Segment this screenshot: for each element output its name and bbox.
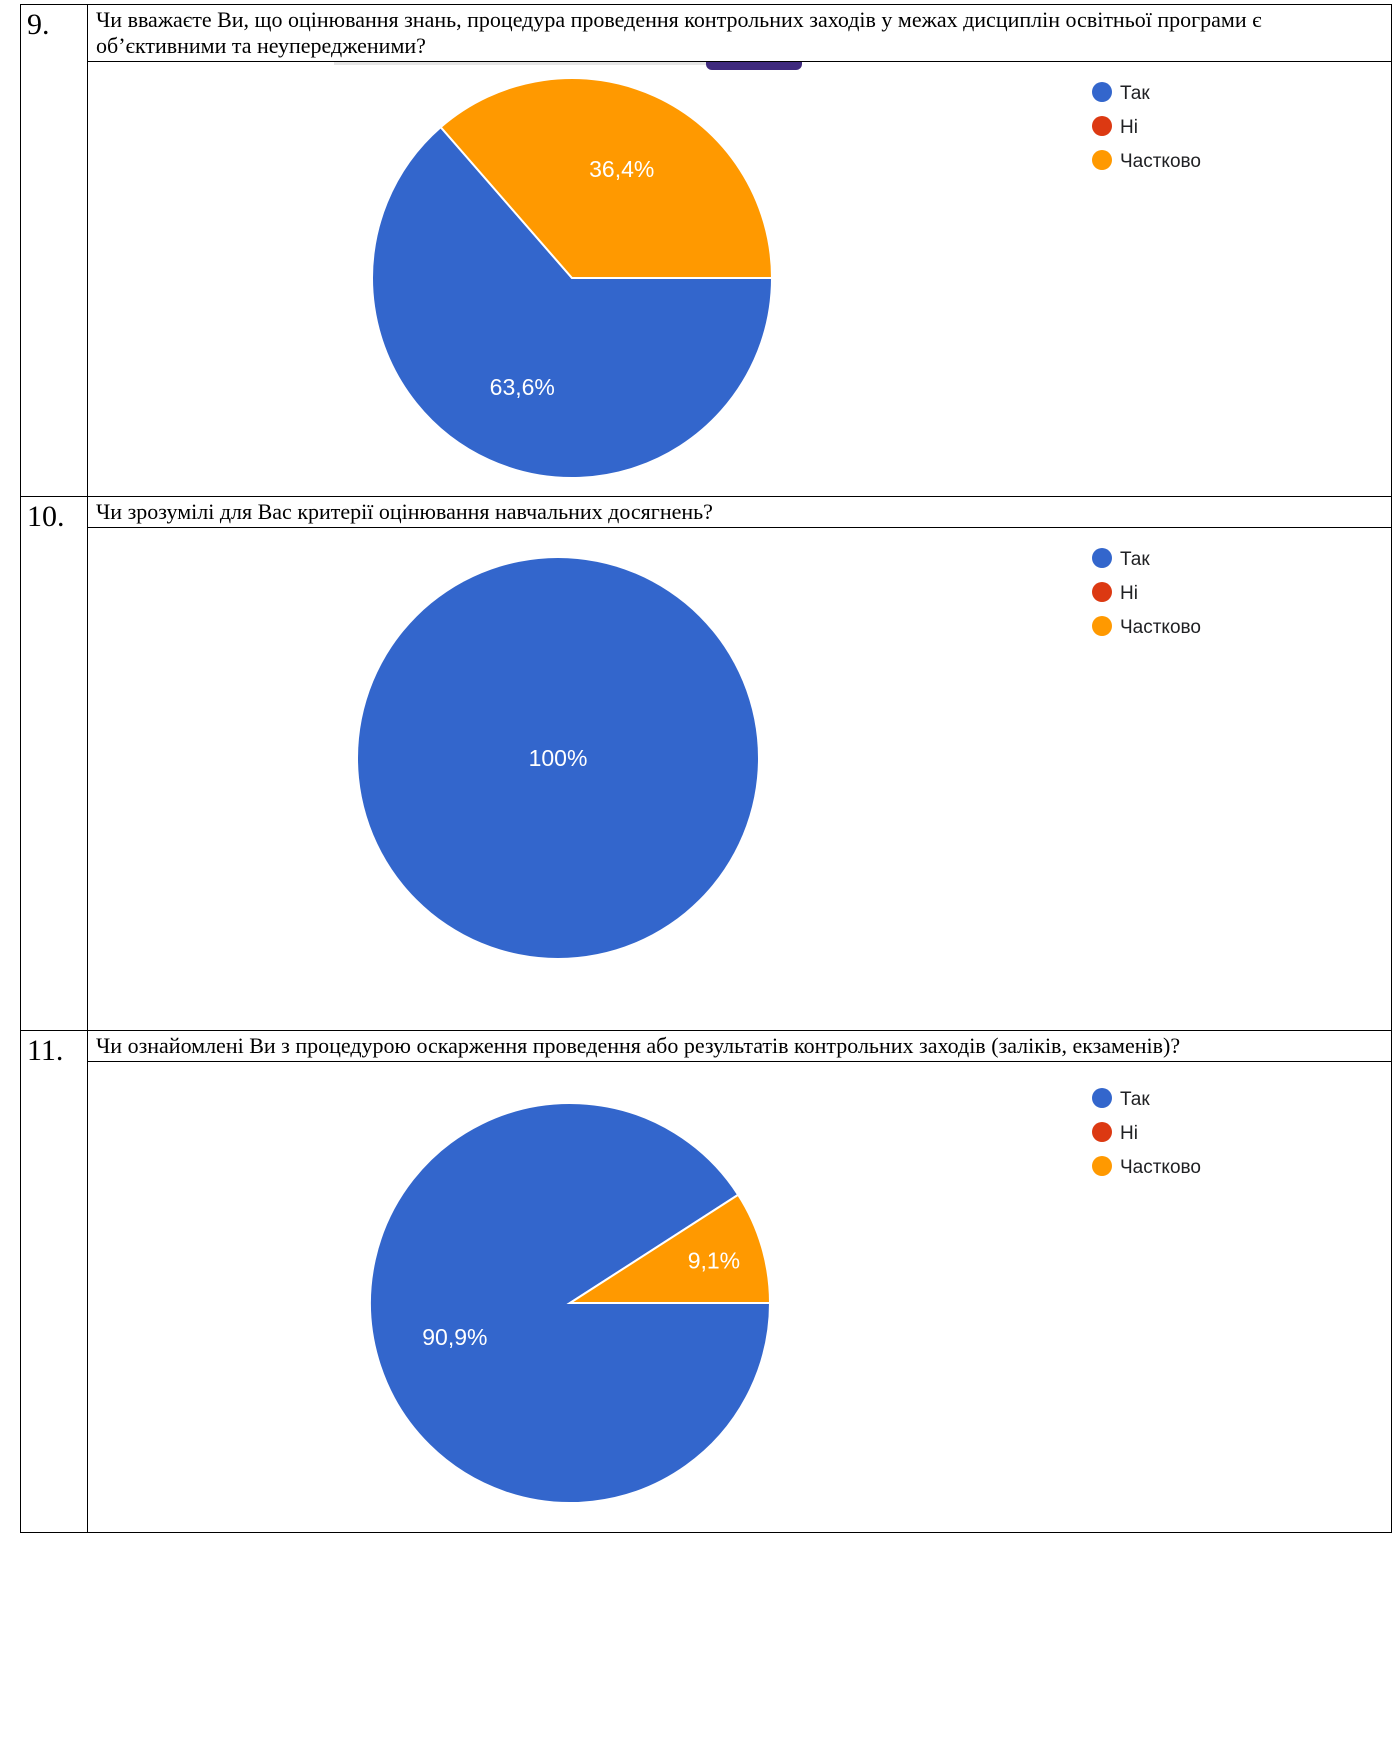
legend-item: Ні xyxy=(1092,1122,1138,1144)
legend-swatch xyxy=(1092,1156,1112,1176)
survey-table: 9. Чи вважаєте Ви, що оцінювання знань, … xyxy=(20,4,1392,1533)
legend-label: Так xyxy=(1120,83,1150,104)
question-row: 9. Чи вважаєте Ви, що оцінювання знань, … xyxy=(20,4,1392,497)
question-row: 10. Чи зрозумілі для Вас критерії оцінюв… xyxy=(20,496,1392,1031)
legend-swatch xyxy=(1092,616,1112,636)
legend-item: Ні xyxy=(1092,116,1138,138)
legend-item: Частково xyxy=(1092,1156,1201,1178)
legend-item: Так xyxy=(1092,82,1150,104)
legend-item: Частково xyxy=(1092,616,1201,638)
chart-cell: 100% Так Ні Частково xyxy=(87,527,1392,1031)
question-text: Чи зрозумілі для Вас критерії оцінювання… xyxy=(87,496,1392,528)
slice-value-label: 9,1% xyxy=(688,1248,740,1274)
pie-chart: 63,6% 36,4% Так Ні Частково xyxy=(371,77,1201,479)
legend-label: Так xyxy=(1120,549,1150,570)
question-row: 11. Чи ознайомлені Ви з процедурою оскар… xyxy=(20,1030,1392,1533)
legend-label: Частково xyxy=(1120,617,1201,638)
pie-chart: 90,9% 9,1% Так Ні Частково xyxy=(369,1088,1201,1504)
slice-value-label: 100% xyxy=(529,745,588,771)
question-number: 10. xyxy=(20,496,88,1031)
pie-slice-Частково xyxy=(439,77,774,279)
legend-swatch xyxy=(1092,582,1112,602)
legend-item: Так xyxy=(1092,1088,1150,1110)
slice-value-label: 90,9% xyxy=(422,1324,487,1350)
legend-label: Так xyxy=(1120,1089,1150,1110)
legend-swatch xyxy=(1092,1122,1112,1142)
pie-slice-Так xyxy=(371,125,774,479)
legend-swatch xyxy=(1092,1088,1112,1108)
legend-swatch xyxy=(1092,150,1112,170)
chart-cell: 90,9% 9,1% Так Ні Частково xyxy=(87,1061,1392,1533)
decorative-tab xyxy=(706,62,802,70)
slice-value-label: 36,4% xyxy=(589,156,654,182)
question-number: 11. xyxy=(20,1030,88,1533)
decorative-line xyxy=(334,62,706,65)
chart-cell: 63,6% 36,4% Так Ні Частково xyxy=(87,61,1392,497)
legend-item: Так xyxy=(1092,548,1150,570)
question-number: 9. xyxy=(20,4,88,497)
question-text: Чи ознайомлені Ви з процедурою оскарженн… xyxy=(87,1030,1392,1062)
legend-label: Частково xyxy=(1120,151,1201,172)
legend-label: Ні xyxy=(1120,583,1138,604)
legend-label: Ні xyxy=(1120,117,1138,138)
pie-slice-Частково xyxy=(566,1193,772,1304)
pie-chart: 100% Так Ні Частково xyxy=(358,548,1201,958)
legend-swatch xyxy=(1092,82,1112,102)
chart-row: 100% Так Ні Частково xyxy=(21,527,1392,1031)
legend-label: Ні xyxy=(1120,1123,1138,1144)
chart-row: 90,9% 9,1% Так Ні Частково xyxy=(21,1061,1392,1533)
legend-swatch xyxy=(1092,548,1112,568)
question-text: Чи вважаєте Ви, що оцінювання знань, про… xyxy=(87,4,1392,62)
legend-item: Частково xyxy=(1092,150,1201,172)
pie-slice-Так xyxy=(358,558,758,958)
legend-swatch xyxy=(1092,116,1112,136)
legend-item: Ні xyxy=(1092,582,1138,604)
chart-row: 63,6% 36,4% Так Ні Частково xyxy=(21,61,1392,497)
slice-value-label: 63,6% xyxy=(490,374,555,400)
legend-label: Частково xyxy=(1120,1157,1201,1178)
